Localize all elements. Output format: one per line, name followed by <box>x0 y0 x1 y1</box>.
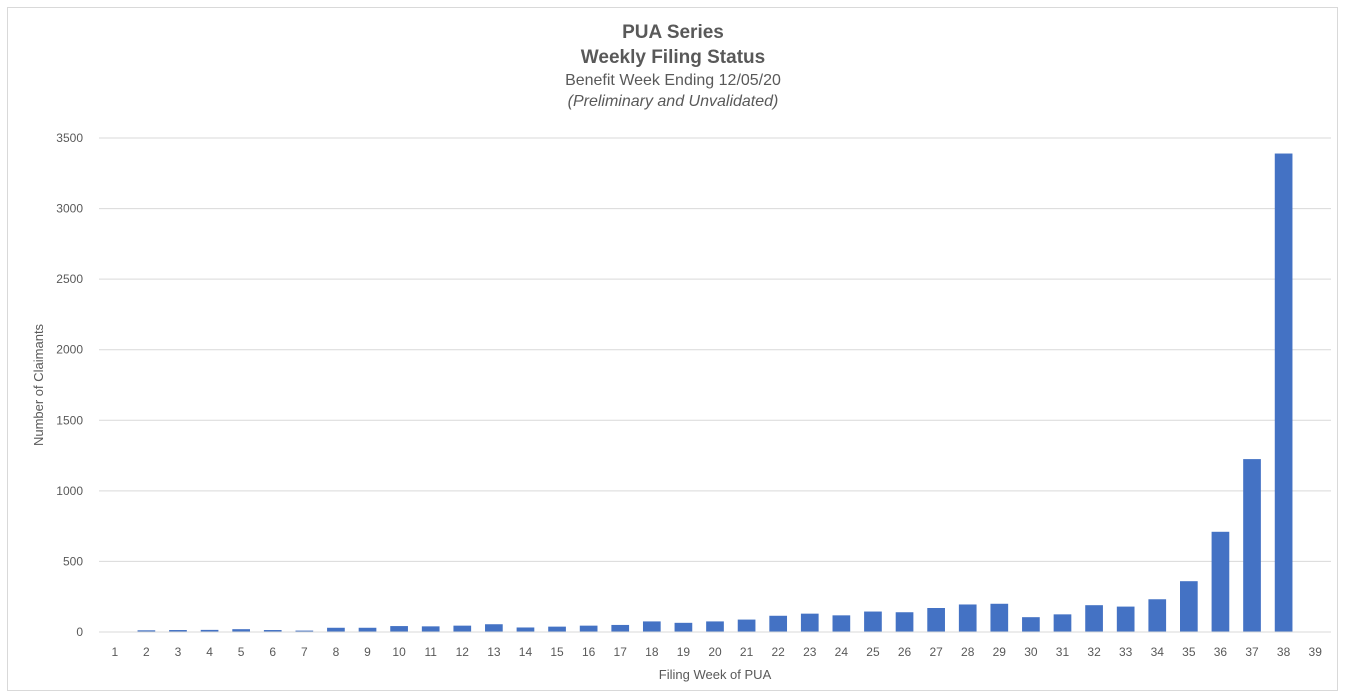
x-tick-label: 7 <box>301 645 308 659</box>
bar-week-14 <box>516 627 535 632</box>
x-tick-label: 26 <box>898 645 912 659</box>
chart-subtitle-preliminary: (Preliminary and Unvalidated) <box>567 93 779 110</box>
x-tick-label: 21 <box>740 645 754 659</box>
chart-frame <box>7 7 1338 691</box>
x-tick-label: 38 <box>1277 645 1291 659</box>
bar-week-13 <box>485 624 503 632</box>
chart-subtitle-benefit-week: Benefit Week Ending 12/05/20 <box>565 72 781 89</box>
x-tick-label: 16 <box>582 645 596 659</box>
x-tick-label: 30 <box>1024 645 1038 659</box>
bar-week-2 <box>137 630 156 632</box>
bar-week-12 <box>453 625 472 632</box>
x-tick-label: 14 <box>519 645 533 659</box>
y-axis-ticks: 0 500 1000 1500 2000 2500 3000 3500 <box>56 131 83 639</box>
bar-week-38 <box>1274 153 1293 633</box>
y-tick-label: 1000 <box>56 484 83 498</box>
x-tick-label: 1 <box>111 645 118 659</box>
x-tick-label: 32 <box>1087 645 1101 659</box>
bar-week-33 <box>1116 606 1135 632</box>
x-tick-label: 39 <box>1309 645 1323 659</box>
x-tick-label: 4 <box>206 645 213 659</box>
bar-week-19 <box>674 622 693 632</box>
y-tick-label: 3000 <box>56 202 83 216</box>
chart-title: PUA Series <box>622 22 724 43</box>
bar-week-32 <box>1085 605 1103 632</box>
bar-week-34 <box>1148 599 1167 632</box>
x-tick-label: 15 <box>550 645 564 659</box>
chart-subtitle: Weekly Filing Status <box>580 47 766 68</box>
x-tick-label: 23 <box>803 645 817 659</box>
x-tick-label: 22 <box>771 645 785 659</box>
bar-week-25 <box>864 611 882 632</box>
x-tick-label: 24 <box>835 645 849 659</box>
x-tick-label: 10 <box>392 645 406 659</box>
bar-week-10 <box>390 626 408 632</box>
bar-week-24 <box>832 615 851 632</box>
bar-week-30 <box>1022 617 1040 632</box>
bar-week-5 <box>232 629 250 632</box>
gridlines <box>99 137 1331 562</box>
y-tick-label: 2000 <box>56 343 83 357</box>
bar-week-7 <box>295 630 314 632</box>
bar-week-20 <box>706 621 724 632</box>
x-tick-label: 37 <box>1245 645 1259 659</box>
y-tick-label: 2500 <box>56 272 83 286</box>
x-tick-label: 28 <box>961 645 975 659</box>
x-tick-label: 31 <box>1056 645 1070 659</box>
x-tick-label: 36 <box>1214 645 1228 659</box>
x-tick-label: 35 <box>1182 645 1196 659</box>
bar-week-26 <box>895 612 914 632</box>
x-tick-label: 8 <box>333 645 340 659</box>
bar-week-23 <box>800 613 819 632</box>
x-tick-label: 9 <box>364 645 371 659</box>
x-tick-label: 20 <box>708 645 722 659</box>
bar-week-37 <box>1243 459 1261 632</box>
bar-week-18 <box>642 621 661 632</box>
x-tick-label: 34 <box>1151 645 1165 659</box>
x-axis-ticks: 1 2 3 4 5 6 7 8 9 10 11 12 13 14 15 16 17 18 19 20 21 22 23 24 2… <box>111 645 1322 659</box>
x-tick-label: 33 <box>1119 645 1133 659</box>
x-axis-label: Filing Week of PUA <box>659 667 772 682</box>
bar-week-31 <box>1053 614 1072 632</box>
x-tick-label: 12 <box>456 645 470 659</box>
bar-week-4 <box>200 629 219 632</box>
bar-week-27 <box>927 608 945 632</box>
bar-week-29 <box>990 603 1009 632</box>
x-tick-label: 5 <box>238 645 245 659</box>
y-tick-label: 1500 <box>56 413 83 427</box>
bar-week-6 <box>263 630 282 632</box>
x-tick-label: 19 <box>677 645 691 659</box>
bar-week-17 <box>611 624 630 632</box>
x-tick-label: 25 <box>866 645 880 659</box>
bar-week-36 <box>1211 531 1230 632</box>
bar-week-9 <box>358 627 377 632</box>
bar-week-16 <box>579 625 598 632</box>
y-axis-label: Number of Claimants <box>31 323 46 446</box>
bar-week-28 <box>958 604 977 632</box>
x-tick-label: 17 <box>614 645 628 659</box>
bar-week-8 <box>327 627 345 632</box>
x-tick-label: 27 <box>929 645 943 659</box>
bar-week-21 <box>737 619 756 632</box>
x-tick-label: 18 <box>645 645 659 659</box>
bar-week-3 <box>169 630 187 632</box>
x-tick-label: 2 <box>143 645 150 659</box>
x-tick-label: 3 <box>175 645 182 659</box>
y-tick-label: 3500 <box>56 131 83 145</box>
x-tick-label: 29 <box>993 645 1007 659</box>
x-tick-label: 11 <box>424 645 437 659</box>
x-tick-label: 13 <box>487 645 501 659</box>
bar-week-35 <box>1180 581 1198 632</box>
x-tick-label: 6 <box>269 645 276 659</box>
bars <box>137 153 1293 633</box>
bar-week-11 <box>421 626 440 632</box>
chart-titles: PUA Series Weekly Filing Status Benefit … <box>0 20 1346 112</box>
y-tick-label: 500 <box>63 554 83 568</box>
bar-week-22 <box>769 615 788 632</box>
y-tick-label: 0 <box>76 625 83 639</box>
bar-week-15 <box>548 626 566 632</box>
